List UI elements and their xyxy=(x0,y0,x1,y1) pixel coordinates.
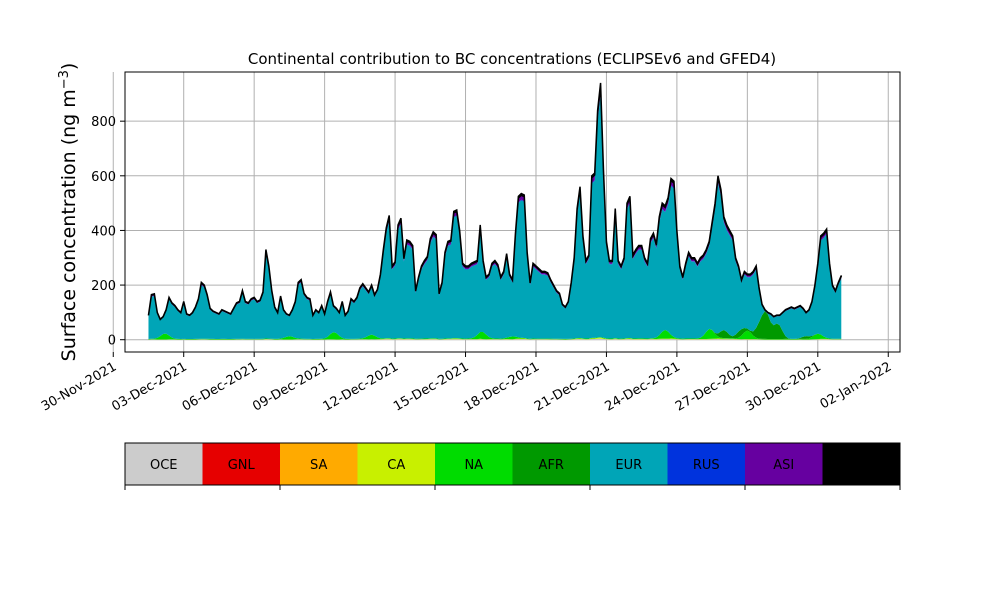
legend-swatch-ca xyxy=(357,443,435,485)
legend-label-oce: OCE xyxy=(150,458,178,473)
legend-label-gnl: GNL xyxy=(228,458,256,473)
legend-label-na: NA xyxy=(464,458,483,473)
area-series-ca xyxy=(148,337,842,340)
y-axis-label: Surface concentration (ng m−3) xyxy=(57,63,80,362)
legend-swatch-gnl xyxy=(202,443,280,485)
area-series-oce xyxy=(148,338,842,340)
legend-label-rus: RUS xyxy=(693,458,720,473)
area-series-na xyxy=(148,328,842,340)
y-axis-label-sup: −3 xyxy=(57,70,72,89)
legend-label-eur: EUR xyxy=(615,458,642,473)
legend-frame xyxy=(124,442,901,486)
legend-swatch-afr xyxy=(512,443,590,485)
area-series-eur xyxy=(148,95,842,339)
area-series-aus xyxy=(147,82,843,321)
legend-label-asi: ASI xyxy=(773,458,794,473)
legend-swatch-oce xyxy=(125,443,203,485)
legend: OCE GNL SA CA NA AFR EUR RUS ASI AUS xyxy=(124,442,901,490)
legend-swatch-eur xyxy=(590,443,668,485)
legend-label-ca: CA xyxy=(387,458,405,473)
legend-swatch-aus xyxy=(822,443,900,485)
y-tick-label: 400 xyxy=(91,224,116,239)
legend-swatch-na xyxy=(435,443,513,485)
y-axis-label-close: ) xyxy=(58,63,80,70)
y-axis-label-main: Surface concentration (ng m xyxy=(58,89,80,361)
area-series-afr xyxy=(148,311,842,339)
y-tick-label: 200 xyxy=(91,279,116,294)
y-tick-label: 0 xyxy=(108,334,116,349)
legend-swatch-asi xyxy=(745,443,823,485)
legend-label-aus: AUS xyxy=(848,458,875,473)
chart-title: Continental contribution to BC concentra… xyxy=(248,50,776,68)
y-tick-label: 600 xyxy=(91,170,116,185)
legend-swatch-rus xyxy=(667,443,745,485)
y-tick-label: 800 xyxy=(91,115,116,130)
legend-label-sa: SA xyxy=(310,458,327,473)
plot-frame xyxy=(124,71,901,353)
legend-label-afr: AFR xyxy=(539,458,564,473)
legend-swatch-sa xyxy=(280,443,358,485)
